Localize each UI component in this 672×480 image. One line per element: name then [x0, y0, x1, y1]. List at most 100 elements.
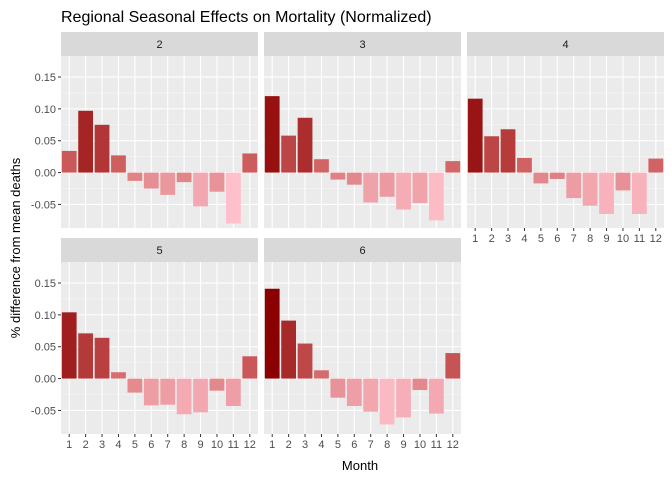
x-tick-label: 7	[165, 439, 171, 451]
bar-month-2	[281, 135, 297, 173]
facet-strip	[467, 32, 664, 56]
bar-month-2	[484, 136, 500, 173]
bar-month-8	[176, 378, 192, 415]
y-tick-label: 0.15	[35, 72, 56, 84]
facet-strip-label: 2	[156, 39, 162, 51]
x-tick-label: 11	[228, 439, 239, 451]
x-tick-label: 7	[368, 439, 374, 451]
x-tick-label: 8	[181, 439, 187, 451]
bar-month-11	[428, 378, 444, 414]
bar-month-10	[412, 172, 428, 204]
y-axis-title: % difference from mean deaths	[8, 157, 23, 338]
bar-month-3	[94, 124, 110, 173]
bar-month-7	[566, 172, 582, 199]
x-tick-label: 4	[521, 233, 527, 245]
bar-month-10	[412, 378, 428, 391]
facet-strip-label: 6	[359, 245, 365, 257]
bar-month-7	[363, 378, 379, 412]
x-tick-label: 8	[384, 439, 390, 451]
x-tick-label: 11	[431, 439, 442, 451]
facet-strip	[264, 238, 461, 262]
bar-month-7	[160, 172, 176, 195]
bar-month-11	[631, 172, 647, 214]
facet-strip-label: 5	[156, 245, 162, 257]
bar-month-12	[242, 153, 258, 173]
bar-month-4	[314, 370, 329, 379]
bar-month-11	[225, 378, 241, 406]
y-tick-label: 0.15	[35, 278, 56, 290]
bar-month-1	[61, 312, 77, 379]
x-tick-label: 1	[472, 233, 478, 245]
x-tick-label: 3	[302, 439, 308, 451]
bar-month-3	[297, 343, 313, 379]
x-tick-label: 1	[66, 439, 72, 451]
bar-month-1	[264, 288, 280, 379]
x-tick-label: 2	[286, 439, 292, 451]
x-tick-label: 10	[414, 439, 426, 451]
chart-title: Regional Seasonal Effects on Mortality (…	[61, 9, 432, 26]
x-tick-label: 2	[83, 439, 89, 451]
x-tick-label: 9	[603, 233, 609, 245]
x-tick-label: 12	[244, 439, 256, 451]
bar-month-9	[396, 378, 411, 418]
bar-month-2	[281, 320, 297, 379]
bar-month-5	[330, 378, 346, 398]
x-tick-label: 9	[197, 439, 203, 451]
x-tick-label: 12	[650, 233, 662, 245]
bar-month-6	[549, 172, 565, 179]
y-tick-label: 0.10	[35, 104, 56, 116]
panel-background	[264, 262, 461, 434]
x-tick-label: 5	[538, 233, 544, 245]
facet-5: 5-0.050.000.050.100.151 2 3 4 5 6 7 8 9 10 11 12	[31, 238, 258, 451]
bar-month-7	[363, 172, 379, 203]
x-axis-title: Month	[342, 458, 378, 473]
facet-panels: 2-0.050.000.050.100.153 41 2 3 4 5 6 7 8 9 10 11 125…	[31, 32, 664, 451]
panel-background	[264, 56, 461, 228]
y-tick-label: 0.05	[35, 136, 56, 148]
facet-strip-label: 3	[359, 39, 365, 51]
bar-month-5	[127, 172, 143, 181]
bar-month-12	[648, 158, 664, 173]
facet-3: 3	[264, 32, 461, 228]
x-tick-label: 3	[99, 439, 105, 451]
bar-month-3	[297, 117, 313, 173]
bar-month-10	[615, 172, 631, 191]
bar-month-4	[111, 155, 126, 173]
bar-month-8	[582, 172, 598, 206]
facet-strip	[264, 32, 461, 56]
bar-month-1	[467, 98, 483, 173]
bar-month-1	[264, 96, 280, 173]
bar-month-6	[143, 172, 159, 189]
x-tick-label: 4	[318, 439, 324, 451]
bar-month-2	[78, 110, 94, 173]
facet-6: 61 2 3 4 5 6 7 8 9 10 11 12	[264, 238, 461, 451]
facet-strip	[61, 238, 258, 262]
bar-month-4	[517, 157, 532, 173]
bar-month-5	[330, 172, 346, 180]
x-tick-label: 3	[505, 233, 511, 245]
x-tick-label: 6	[351, 439, 357, 451]
bar-month-3	[500, 129, 516, 173]
y-tick-label: 0.10	[35, 310, 56, 322]
y-tick-label: -0.05	[31, 405, 56, 417]
bar-month-2	[78, 333, 94, 379]
x-tick-label: 8	[587, 233, 593, 245]
x-tick-label: 5	[132, 439, 138, 451]
x-tick-label: 5	[335, 439, 341, 451]
bar-month-4	[111, 372, 126, 379]
bar-month-8	[176, 172, 192, 183]
x-tick-label: 4	[115, 439, 121, 451]
y-tick-label: 0.00	[35, 374, 56, 386]
y-tick-label: -0.05	[31, 199, 56, 211]
bar-month-9	[599, 172, 614, 214]
bar-month-10	[209, 172, 225, 192]
y-tick-label: 0.05	[35, 342, 56, 354]
bar-month-3	[94, 337, 110, 379]
bar-month-9	[193, 172, 208, 207]
bar-month-8	[379, 172, 395, 197]
x-tick-label: 9	[400, 439, 406, 451]
bar-month-4	[314, 159, 329, 173]
panel-background	[61, 262, 258, 434]
x-tick-label: 6	[554, 233, 560, 245]
